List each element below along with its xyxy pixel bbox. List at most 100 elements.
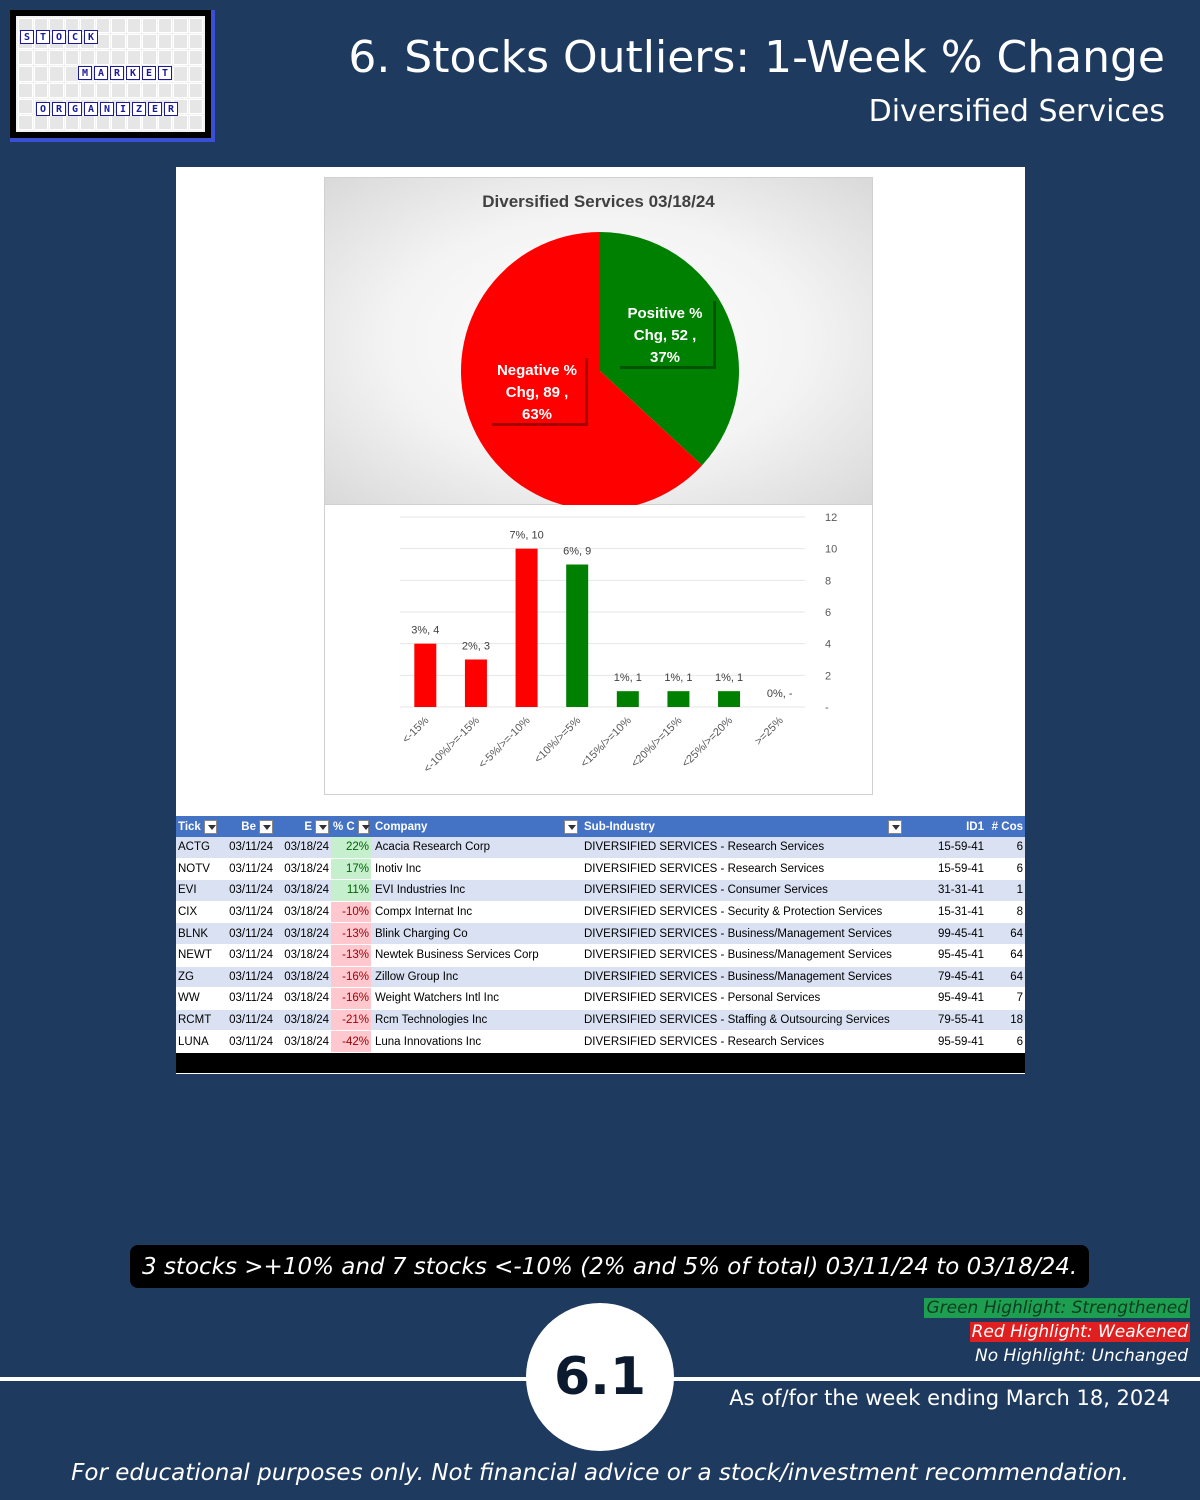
cell-end-date: 03/18/24: [284, 970, 329, 983]
bar-data-label: 1%, 1: [664, 672, 692, 684]
logo-letter: G: [68, 102, 82, 116]
header-beg-label: Be: [241, 820, 256, 833]
cell-begin-date: 03/11/24: [229, 927, 273, 940]
header-ticker-label: Tick: [178, 820, 201, 833]
cell-company: Zillow Group Inc: [375, 970, 459, 983]
logo-letter: O: [36, 102, 50, 116]
cell-sub-industry: DIVERSIFIED SERVICES - Research Services: [584, 862, 825, 875]
header-beg[interactable]: Be: [219, 816, 275, 837]
highlight-legend: Green Highlight: Strengthened Red Highli…: [924, 1298, 1190, 1370]
cell-pct-change: -16%: [331, 988, 371, 1009]
cell-cos-count: 18: [1010, 1014, 1023, 1027]
table-row[interactable]: RCMT 03/11/24 03/18/24 -21% Rcm Technologies…: [176, 1009, 1025, 1032]
table-row[interactable]: EVI 03/11/24 03/18/24 11% EVI Industries Inc…: [176, 880, 1025, 902]
cell-begin-date: 03/11/24: [229, 970, 273, 983]
table-row[interactable]: WW 03/11/24 03/18/24 -16% Weight Watchers In…: [176, 988, 1025, 1010]
logo-letter: K: [84, 30, 98, 44]
cell-company: Blink Charging Co: [375, 927, 468, 940]
logo-letter: M: [78, 66, 92, 80]
header-company[interactable]: Company: [371, 816, 580, 837]
table-row[interactable]: LUNA 03/11/24 03/18/24 -42% Luna Innovations…: [176, 1031, 1025, 1053]
header-end[interactable]: E: [275, 816, 331, 837]
table-row[interactable]: ZG 03/11/24 03/18/24 -16% Zillow Group Inc DI…: [176, 966, 1025, 989]
outliers-table: Tick Be E % C Company Sub-Industry ID1 #…: [176, 816, 1025, 1073]
cell-id: 15-59-41: [937, 841, 984, 854]
bar-data-label: 3%, 4: [411, 625, 439, 637]
legend-green: Green Highlight: Strengthened: [924, 1298, 1190, 1318]
cell-cos-count: 64: [1010, 927, 1023, 940]
cell-sub-industry: DIVERSIFIED SERVICES - Research Services: [584, 841, 825, 854]
logo-letter: S: [20, 30, 34, 44]
cell-end-date: 03/18/24: [284, 884, 329, 897]
filter-dropdown-icon[interactable]: [315, 819, 329, 834]
table-row[interactable]: ACTG 03/11/24 03/18/24 22% Acacia Research C…: [176, 837, 1025, 859]
cell-ticker: ZG: [178, 970, 194, 983]
filter-dropdown-icon[interactable]: [259, 819, 273, 834]
logo-letter: E: [148, 102, 162, 116]
cell-ticker: EVI: [178, 884, 197, 897]
pie-data-label: Positive % Chg, 52 , 37%: [617, 298, 716, 369]
cell-sub-industry: DIVERSIFIED SERVICES - Security & Protec…: [584, 906, 883, 919]
cell-id: 99-45-41: [937, 927, 984, 940]
cell-pct-change: 11%: [331, 880, 371, 901]
cell-cos-count: 64: [1010, 970, 1023, 983]
legend-none: No Highlight: Unchanged: [975, 1346, 1188, 1366]
cell-cos-count: 64: [1010, 949, 1023, 962]
filter-dropdown-icon[interactable]: [203, 819, 217, 834]
cell-end-date: 03/18/24: [284, 841, 329, 854]
logo-letter: A: [84, 102, 98, 116]
header-end-label: E: [304, 820, 312, 833]
y-tick-label: 8: [825, 575, 831, 587]
header-pct[interactable]: % C: [331, 816, 371, 837]
cell-begin-date: 03/11/24: [229, 884, 273, 897]
table-row[interactable]: CIX 03/11/24 03/18/24 -10% Compx Internat In…: [176, 901, 1025, 924]
bar-data-label: 1%, 1: [715, 672, 743, 684]
cell-sub-industry: DIVERSIFIED SERVICES - Staffing & Outsou…: [584, 1014, 890, 1027]
as-of-date: As of/for the week ending March 18, 2024: [729, 1386, 1170, 1410]
legend-red: Red Highlight: Weakened: [969, 1322, 1190, 1342]
filter-dropdown-icon[interactable]: [564, 819, 578, 834]
cell-ticker: BLNK: [178, 927, 209, 940]
table-body: ACTG 03/11/24 03/18/24 22% Acacia Research C…: [176, 837, 1025, 1053]
cell-id: 95-45-41: [937, 949, 984, 962]
cell-end-date: 03/18/24: [284, 1014, 329, 1027]
bar-chart: -2 4 6 8 10 12 3%, 4 <-15% 2%, 3 <-10%/>=-15% 7%, …: [324, 505, 873, 795]
x-tick-label: <25%/>=20%: [680, 714, 736, 770]
cell-cos-count: 6: [1016, 1035, 1023, 1048]
header-ticker[interactable]: Tick: [176, 816, 219, 837]
cell-sub-industry: DIVERSIFIED SERVICES - Business/Manageme…: [584, 927, 892, 940]
bar: [616, 691, 639, 707]
pie-label-text: Positive %: [627, 305, 702, 322]
cell-begin-date: 03/11/24: [229, 906, 273, 919]
x-tick-label: <15%/>=10%: [579, 714, 635, 770]
bar: [566, 564, 589, 707]
cell-company: Inotiv Inc: [375, 862, 422, 875]
bar: [718, 691, 741, 707]
cell-company: Weight Watchers Intl Inc: [375, 992, 499, 1005]
cell-cos-count: 8: [1016, 906, 1023, 919]
pie-data-label: Negative % Chg, 89 , 63%: [489, 355, 588, 426]
cell-begin-date: 03/11/24: [229, 992, 273, 1005]
pie-chart: Diversified Services 03/18/24 Positive %…: [324, 177, 873, 506]
pie-label-text: Chg, 89 ,: [506, 384, 569, 401]
table-footer: [176, 1052, 1025, 1073]
cell-company: Acacia Research Corp: [375, 841, 491, 854]
table-row[interactable]: NOTV 03/11/24 03/18/24 17% Inotiv Inc DIVERSI…: [176, 858, 1025, 881]
table-row[interactable]: NEWT 03/11/24 03/18/24 -13% Newtek Business …: [176, 944, 1025, 967]
bar-data-label: 7%, 10: [509, 530, 543, 542]
logo-letter: Z: [132, 102, 146, 116]
cell-cos-count: 1: [1016, 884, 1023, 897]
x-tick-label: <10%/>=5%: [532, 714, 583, 765]
cell-pct-change: -13%: [331, 944, 371, 966]
table-row[interactable]: BLNK 03/11/24 03/18/24 -13% Blink Charging C…: [176, 923, 1025, 945]
filter-dropdown-icon[interactable]: [357, 819, 371, 834]
header-sub-industry[interactable]: Sub-Industry: [580, 816, 910, 837]
pie-label-text: 37%: [650, 349, 680, 366]
pie-label-text: Chg, 52 ,: [634, 327, 697, 344]
cell-begin-date: 03/11/24: [229, 1014, 273, 1027]
cell-sub-industry: DIVERSIFIED SERVICES - Business/Manageme…: [584, 949, 892, 962]
y-tick-label: 10: [825, 544, 837, 556]
filter-dropdown-icon[interactable]: [888, 819, 902, 834]
pie-label-text: Negative %: [497, 362, 577, 379]
